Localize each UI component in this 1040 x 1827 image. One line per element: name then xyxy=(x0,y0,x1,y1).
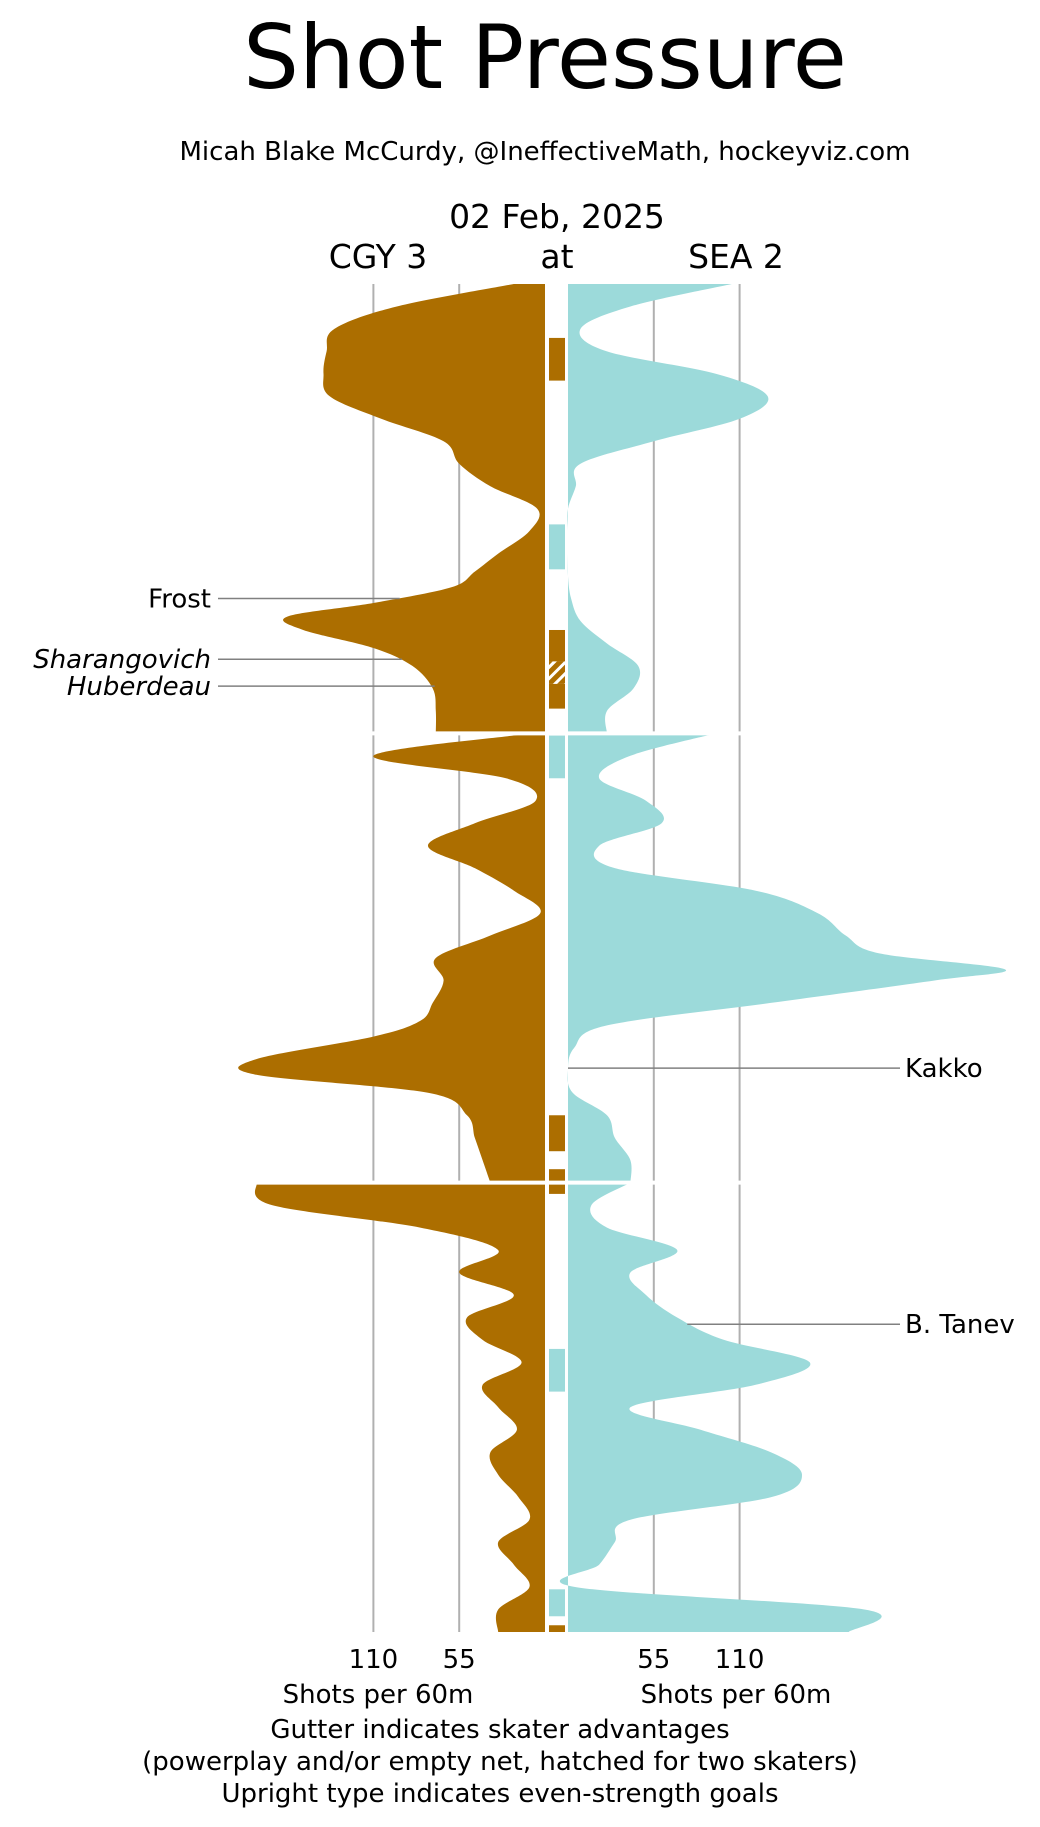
area-cgy-period-3 xyxy=(254,1182,545,1632)
area-cgy-period-2 xyxy=(238,733,546,1183)
gutter-band-cgy xyxy=(549,337,565,381)
gutter-band-cgy-hatched xyxy=(549,661,565,684)
x-axis-ticks: 110 110 55 55 xyxy=(349,1645,765,1675)
gutter-band-sea xyxy=(549,1589,565,1617)
gutter-band-cgy xyxy=(549,683,565,709)
area-sea-period-3 xyxy=(559,1182,882,1632)
gutter-band-cgy xyxy=(549,1625,565,1632)
gutter-band-sea xyxy=(549,735,565,779)
x-axis-label-right: Shots per 60m xyxy=(641,1680,832,1710)
goal-label: B. Tanev xyxy=(905,1310,1015,1340)
gutter-band-sea xyxy=(549,1348,565,1392)
x-tick-label: 55 xyxy=(637,1645,670,1675)
footnote-line-1: Gutter indicates skater advantages xyxy=(270,1715,729,1745)
area-cgy-period-1 xyxy=(283,284,545,734)
at-label: at xyxy=(540,237,573,276)
footnote-line-2: (powerplay and/or empty net, hatched for… xyxy=(142,1747,858,1777)
area-sea-period-2 xyxy=(567,733,1007,1183)
goal-label: Sharangovich xyxy=(33,645,211,675)
shot-areas xyxy=(238,284,1007,1632)
game-date: 02 Feb, 2025 xyxy=(449,197,665,236)
home-team-label: SEA 2 xyxy=(688,237,784,276)
away-team-label: CGY 3 xyxy=(329,237,428,276)
chart-subtitle: Micah Blake McCurdy, @IneffectiveMath, h… xyxy=(180,137,911,167)
x-axis-label-left: Shots per 60m xyxy=(283,1680,474,1710)
gutter-band-cgy xyxy=(549,629,565,662)
goal-label: Frost xyxy=(148,585,211,615)
x-tick-label: 110 xyxy=(715,1645,765,1675)
period-separators xyxy=(250,731,1010,1185)
x-tick-label: 110 xyxy=(349,1645,399,1675)
x-tick-label: 55 xyxy=(443,1645,476,1675)
gutter-band-cgy xyxy=(549,1115,565,1152)
gutter xyxy=(549,337,565,1632)
chart-title: Shot Pressure xyxy=(243,6,847,109)
area-sea-period-1 xyxy=(567,284,769,734)
gutter-band-sea xyxy=(549,524,565,570)
goal-label: Huberdeau xyxy=(67,672,211,702)
footnote-line-3: Upright type indicates even-strength goa… xyxy=(221,1779,778,1809)
goal-label: Kakko xyxy=(905,1054,983,1084)
